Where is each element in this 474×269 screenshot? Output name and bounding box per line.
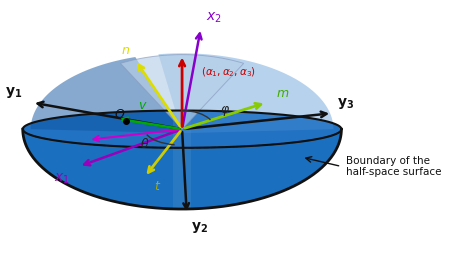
Text: $\theta$: $\theta$ — [140, 137, 149, 151]
Text: $t$: $t$ — [154, 180, 161, 193]
Polygon shape — [173, 111, 191, 209]
Polygon shape — [120, 55, 244, 129]
Text: $\varphi$: $\varphi$ — [219, 104, 230, 118]
Text: $\mathbf{y_3}$: $\mathbf{y_3}$ — [337, 95, 354, 111]
Text: Boundary of the
half-space surface: Boundary of the half-space surface — [346, 156, 442, 177]
Polygon shape — [31, 57, 182, 133]
Polygon shape — [23, 111, 341, 209]
Text: $\mathbf{y_1}$: $\mathbf{y_1}$ — [5, 85, 23, 100]
Text: $n$: $n$ — [121, 44, 130, 57]
Text: $v$: $v$ — [138, 99, 147, 112]
Text: $Q$: $Q$ — [114, 108, 126, 122]
Polygon shape — [23, 111, 341, 148]
Polygon shape — [158, 53, 333, 133]
Text: $m$: $m$ — [276, 87, 289, 100]
Text: $x_1$: $x_1$ — [54, 172, 70, 186]
Text: $x_2$: $x_2$ — [206, 11, 221, 25]
Text: $(\alpha_1,\alpha_2,\alpha_3)$: $(\alpha_1,\alpha_2,\alpha_3)$ — [201, 65, 256, 79]
Text: $\mathbf{y_2}$: $\mathbf{y_2}$ — [191, 220, 209, 235]
